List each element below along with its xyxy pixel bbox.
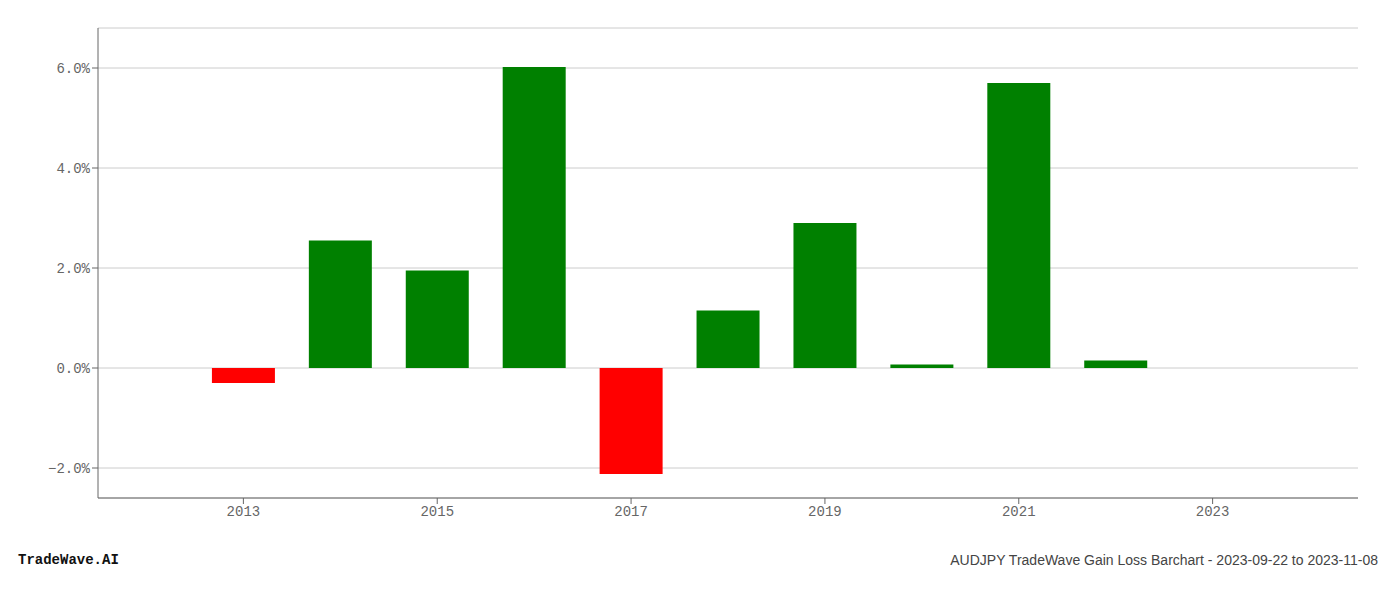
svg-text:2015: 2015 — [420, 504, 454, 520]
html-text:TradeWave.AI: TradeWave.AI — [18, 552, 119, 568]
svg-text:2013: 2013 — [227, 504, 261, 520]
svg-text:2019: 2019 — [808, 504, 842, 520]
svg-text:6.0%: 6.0% — [56, 61, 90, 77]
svg-text:2021: 2021 — [1002, 504, 1036, 520]
svg-text:0.0%: 0.0% — [56, 361, 90, 377]
svg-text:4.0%: 4.0% — [56, 161, 90, 177]
svg-text:2.0%: 2.0% — [56, 261, 90, 277]
svg-text:2017: 2017 — [614, 504, 648, 520]
svg-text:2023: 2023 — [1196, 504, 1230, 520]
html-text:AUDJPY TradeWave Gain Loss Bar: AUDJPY TradeWave Gain Loss Barchart - 20… — [950, 552, 1378, 568]
svg-text:−2.0%: −2.0% — [48, 461, 91, 477]
